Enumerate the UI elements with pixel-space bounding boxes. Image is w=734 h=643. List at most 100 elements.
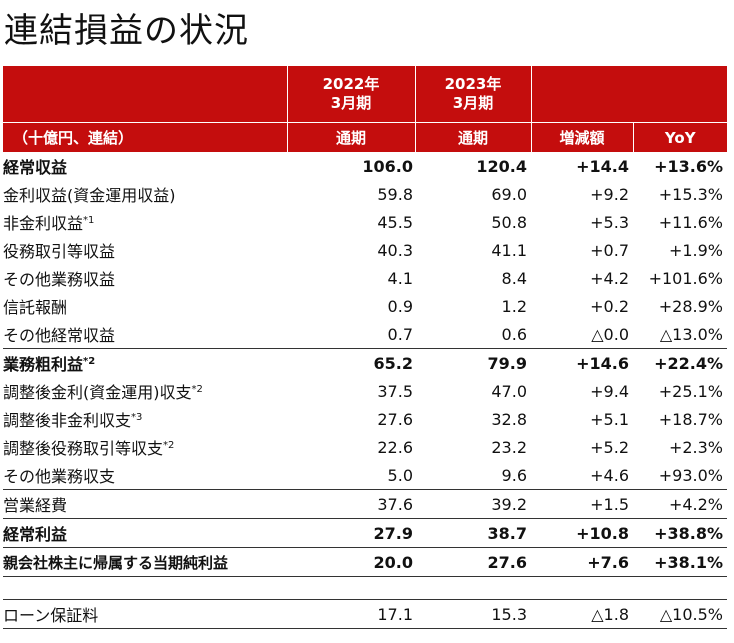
cell-change: +0.7	[590, 240, 629, 260]
header-blank	[3, 66, 287, 123]
cell-prev: 0.9	[387, 296, 413, 316]
cell-yoy: +4.2%	[633, 489, 727, 519]
cell-change: +5.1	[590, 409, 629, 429]
table-row: 金利収益(資金運用収益) 59.8 69.0 +9.2 +15.3%	[3, 180, 727, 208]
row-label: 金利収益(資金運用収益)	[3, 180, 287, 208]
cell-prev: 22.6	[377, 437, 413, 457]
row-label-text: 業務粗利益	[3, 355, 84, 374]
cell-change: +5.3	[590, 212, 629, 232]
table-row: 業務粗利益*2 65.2 79.9 +14.6 +22.4%	[3, 348, 727, 377]
cell-curr: 15.3	[415, 599, 531, 629]
row-label-text: その他業務収益	[3, 270, 116, 289]
spacer-cell	[3, 577, 727, 600]
cell-prev: 106.0	[362, 156, 413, 176]
cell-change: +1.5	[531, 489, 633, 519]
row-label: 営業経費	[3, 489, 287, 519]
cell-yoy: △10.5%	[633, 599, 727, 629]
cell-change: +10.8	[531, 518, 633, 548]
cell-yoy: +2.3%	[668, 437, 723, 457]
cell-yoy: +38.1%	[633, 547, 727, 577]
table-row: その他業務収益 4.1 8.4 +4.2 +101.6%	[3, 264, 727, 292]
page-title: 連結損益の状況	[4, 11, 249, 51]
header-row-periods: 2022年 3月期 2023年 3月期	[3, 66, 727, 123]
row-label: その他経常収益	[3, 320, 287, 349]
row-label: 信託報酬	[3, 292, 287, 320]
row-label-text: 経常利益	[3, 525, 68, 544]
row-label: その他業務収益	[3, 264, 287, 292]
cell-yoy: +28.9%	[658, 296, 723, 316]
header-period-prev: 2022年 3月期	[286, 66, 415, 123]
table-row: 非金利収益*1 45.5 50.8 +5.3 +11.6%	[3, 208, 727, 236]
cell-yoy: +38.8%	[633, 518, 727, 548]
cell-change: +0.2	[590, 296, 629, 316]
cell-yoy: +1.9%	[668, 240, 723, 260]
cell-yoy: +25.1%	[658, 381, 723, 401]
table-row: その他経常収益 0.7 0.6 △0.0 △13.0%	[3, 320, 727, 349]
table-row: 信託報酬 0.9 1.2 +0.2 +28.9%	[3, 292, 727, 320]
cell-change: +5.2	[590, 437, 629, 457]
table-spacer	[3, 577, 727, 600]
cell-prev: 40.3	[377, 240, 413, 260]
cell-curr: 120.4	[476, 156, 527, 176]
row-label-text: 信託報酬	[3, 298, 68, 317]
cell-yoy: +93.0%	[658, 465, 723, 485]
cell-change: +7.6	[531, 547, 633, 577]
row-label: 役務取引等収益	[3, 236, 287, 264]
header-row-columns: （十億円、連結） 通期 通期 増減額 YoY	[3, 122, 727, 152]
table-row: 役務取引等収益 40.3 41.1 +0.7 +1.9%	[3, 236, 727, 264]
cell-yoy: +22.4%	[633, 348, 727, 377]
table-row: 経常利益 27.9 38.7 +10.8 +38.8%	[3, 518, 727, 548]
cell-prev: 20.0	[287, 547, 415, 577]
row-label-text: 金利収益(資金運用収益)	[3, 186, 176, 205]
income-statement-table: 2022年 3月期 2023年 3月期 （十億円、連結） 通期 通期 増減額 Y…	[3, 66, 727, 629]
table-row: 営業経費 37.6 39.2 +1.5 +4.2%	[3, 489, 727, 519]
footnote-mark: *2	[83, 356, 96, 367]
cell-curr: 23.2	[491, 437, 527, 457]
row-label: 調整後金利(資金運用)収支*2	[3, 377, 287, 405]
cell-curr: 0.6	[501, 324, 527, 344]
cell-change: +14.6	[531, 348, 633, 377]
cell-change: △1.8	[531, 599, 633, 629]
footnote-mark: *3	[131, 412, 143, 423]
cell-prev: 37.5	[377, 381, 413, 401]
header-period-curr: 2023年 3月期	[414, 66, 531, 123]
cell-prev: 4.1	[387, 268, 413, 288]
table-row: 調整後非金利収支*3 27.6 32.8 +5.1 +18.7%	[3, 405, 727, 433]
header-period-prev-year: 2022年	[322, 75, 380, 93]
cell-curr: 9.6	[501, 465, 527, 485]
row-label-text: 非金利収益	[3, 214, 84, 233]
row-label-text: その他経常収益	[3, 326, 116, 345]
row-label-text: 経常収益	[3, 158, 68, 177]
row-label: 経常収益	[3, 152, 287, 180]
row-label-text: 役務取引等収益	[3, 242, 116, 261]
cell-change: +4.2	[590, 268, 629, 288]
cell-prev: 0.7	[387, 324, 413, 344]
cell-curr: 50.8	[491, 212, 527, 232]
cell-change: +14.4	[576, 156, 629, 176]
cell-curr: 47.0	[491, 381, 527, 401]
header-col-curr: 通期	[414, 122, 531, 152]
header-col-yoy: YoY	[632, 122, 727, 152]
cell-prev: 27.9	[287, 518, 415, 548]
cell-curr: 79.9	[415, 348, 531, 377]
header-blank-right	[530, 66, 727, 123]
cell-curr: 8.4	[501, 268, 527, 288]
row-label-text: その他業務収支	[3, 467, 116, 486]
cell-curr: 1.2	[501, 296, 527, 316]
row-label-text: 親会社株主に帰属する当期純利益	[3, 553, 229, 572]
cell-yoy: +11.6%	[658, 212, 723, 232]
row-label-text: 調整後金利(資金運用)収支	[3, 383, 192, 402]
row-label: 経常利益	[3, 518, 287, 548]
row-label: ローン保証料	[3, 599, 287, 629]
row-label-text: 調整後役務取引等収支	[3, 439, 164, 458]
cell-curr: 38.7	[415, 518, 531, 548]
footnote-mark: *1	[83, 215, 95, 226]
row-label-text: ローン保証料	[3, 606, 99, 625]
cell-change: +4.6	[590, 465, 629, 485]
cell-curr: 27.6	[415, 547, 531, 577]
row-label: 非金利収益*1	[3, 208, 287, 236]
header-period-prev-month: 3月期	[330, 94, 372, 112]
header-unit-label: （十億円、連結）	[3, 122, 287, 152]
table-row: ローン保証料 17.1 15.3 △1.8 △10.5%	[3, 599, 727, 629]
cell-prev: 45.5	[377, 212, 413, 232]
